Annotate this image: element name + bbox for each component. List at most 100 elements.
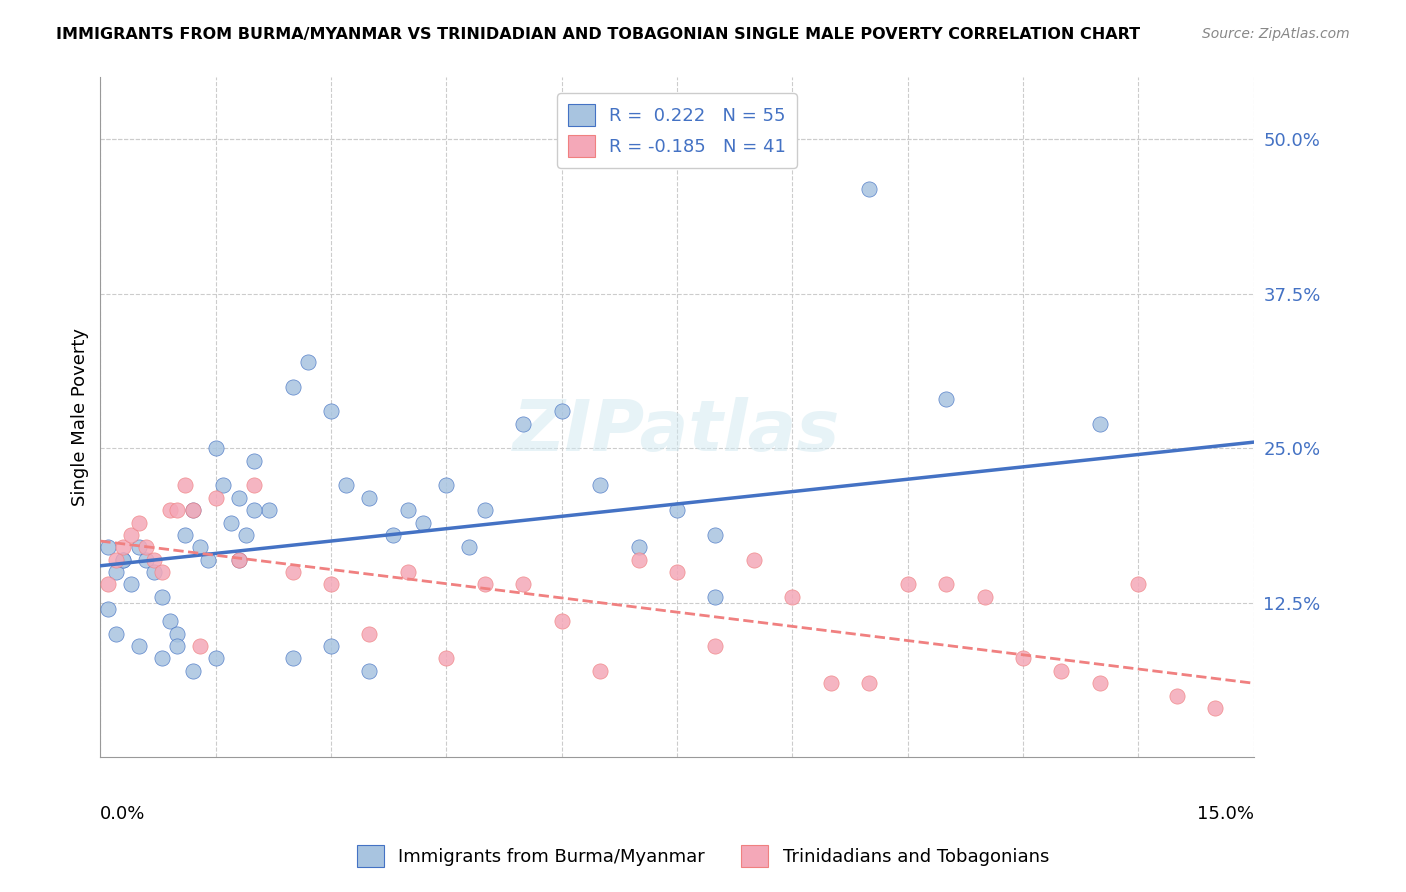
Point <box>665 503 688 517</box>
Point <box>396 503 419 517</box>
Point <box>704 528 727 542</box>
Point <box>335 478 357 492</box>
Text: 0.0%: 0.0% <box>100 805 146 823</box>
Point <box>935 577 957 591</box>
Point <box>112 540 135 554</box>
Point <box>97 602 120 616</box>
Point <box>359 627 381 641</box>
Point <box>1012 651 1035 665</box>
Point <box>319 577 342 591</box>
Point <box>1128 577 1150 591</box>
Point <box>359 664 381 678</box>
Point <box>97 577 120 591</box>
Point <box>181 503 204 517</box>
Point <box>181 503 204 517</box>
Legend: Immigrants from Burma/Myanmar, Trinidadians and Tobagonians: Immigrants from Burma/Myanmar, Trinidadi… <box>350 838 1056 874</box>
Point <box>112 552 135 566</box>
Point <box>973 590 995 604</box>
Point <box>474 577 496 591</box>
Point <box>281 565 304 579</box>
Point <box>897 577 920 591</box>
Text: IMMIGRANTS FROM BURMA/MYANMAR VS TRINIDADIAN AND TOBAGONIAN SINGLE MALE POVERTY : IMMIGRANTS FROM BURMA/MYANMAR VS TRINIDA… <box>56 27 1140 42</box>
Point <box>150 590 173 604</box>
Point <box>204 651 226 665</box>
Point <box>297 355 319 369</box>
Point <box>704 590 727 604</box>
Point <box>104 552 127 566</box>
Point <box>381 528 404 542</box>
Point <box>359 491 381 505</box>
Text: Source: ZipAtlas.com: Source: ZipAtlas.com <box>1202 27 1350 41</box>
Point <box>627 552 650 566</box>
Point <box>434 651 457 665</box>
Point <box>1204 701 1226 715</box>
Point <box>589 664 612 678</box>
Point <box>228 552 250 566</box>
Point <box>212 478 235 492</box>
Point <box>150 565 173 579</box>
Point <box>627 540 650 554</box>
Point <box>1050 664 1073 678</box>
Point <box>228 491 250 505</box>
Point <box>935 392 957 406</box>
Point <box>219 516 242 530</box>
Point <box>166 627 188 641</box>
Point <box>128 639 150 653</box>
Point <box>112 552 135 566</box>
Point <box>259 503 281 517</box>
Point <box>1088 417 1111 431</box>
Point <box>820 676 842 690</box>
Point <box>396 565 419 579</box>
Point <box>742 552 765 566</box>
Point <box>412 516 434 530</box>
Point <box>1166 689 1188 703</box>
Point <box>235 528 257 542</box>
Point <box>550 404 572 418</box>
Point <box>188 540 211 554</box>
Point <box>512 417 534 431</box>
Point <box>281 651 304 665</box>
Point <box>150 651 173 665</box>
Y-axis label: Single Male Poverty: Single Male Poverty <box>72 328 89 507</box>
Point <box>704 639 727 653</box>
Point <box>143 552 166 566</box>
Point <box>174 528 197 542</box>
Point <box>181 664 204 678</box>
Point <box>228 552 250 566</box>
Legend: R =  0.222   N = 55, R = -0.185   N = 41: R = 0.222 N = 55, R = -0.185 N = 41 <box>557 94 797 168</box>
Point <box>434 478 457 492</box>
Point <box>104 627 127 641</box>
Point <box>166 639 188 653</box>
Point <box>589 478 612 492</box>
Point <box>243 453 266 467</box>
Point <box>512 577 534 591</box>
Point <box>120 528 142 542</box>
Point <box>174 478 197 492</box>
Point <box>97 540 120 554</box>
Point <box>197 552 219 566</box>
Point <box>243 503 266 517</box>
Point <box>166 503 188 517</box>
Point <box>135 552 157 566</box>
Point <box>188 639 211 653</box>
Text: 15.0%: 15.0% <box>1197 805 1254 823</box>
Point <box>858 676 880 690</box>
Point <box>143 565 166 579</box>
Point <box>128 540 150 554</box>
Point <box>458 540 481 554</box>
Point <box>104 565 127 579</box>
Point <box>135 540 157 554</box>
Text: ZIPatlas: ZIPatlas <box>513 397 841 466</box>
Point <box>858 182 880 196</box>
Point <box>319 404 342 418</box>
Point <box>204 491 226 505</box>
Point <box>281 379 304 393</box>
Point <box>665 565 688 579</box>
Point <box>1088 676 1111 690</box>
Point <box>319 639 342 653</box>
Point <box>159 503 181 517</box>
Point <box>204 442 226 456</box>
Point <box>474 503 496 517</box>
Point <box>782 590 804 604</box>
Point <box>128 516 150 530</box>
